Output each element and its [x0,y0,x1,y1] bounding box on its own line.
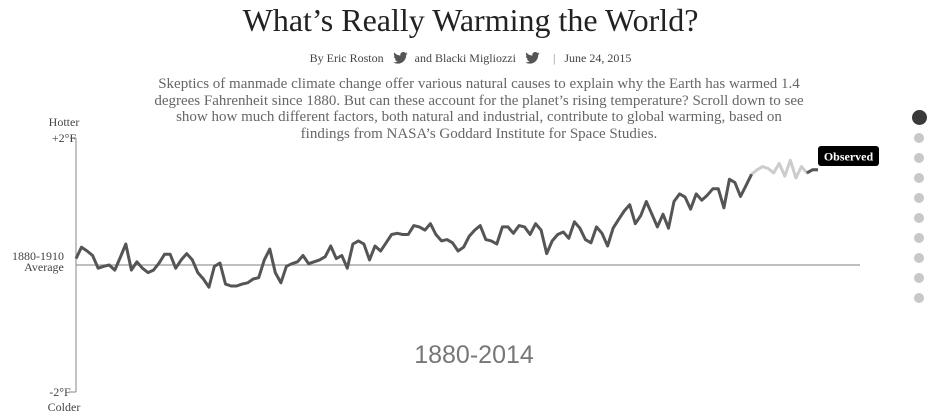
y-label-bottom-value: -2°F [49,385,71,399]
byline-author-1: By Eric Roston [309,51,384,65]
nav-dot-2[interactable] [914,133,924,143]
nav-dot-6[interactable] [914,213,924,223]
observed-label: Observed [818,146,879,166]
y-label-baseline-years: 1880-1910 [12,249,64,263]
byline-separator: | [552,51,556,65]
nav-dot-10[interactable] [914,293,924,303]
observed-line-tail [806,168,818,175]
observed-label-bg [818,146,879,166]
nav-dot-8[interactable] [914,253,924,263]
y-label-top-value: +2°F [52,131,77,145]
byline-author-2: and Blacki Migliozzi [414,51,516,65]
nav-dot-5[interactable] [914,193,924,203]
observed-series [74,158,818,289]
y-label-colder: Colder [48,400,81,414]
page-title: What’s Really Warming the World? [242,2,699,38]
observed-line [74,173,753,289]
period-label: 1880-2014 [414,341,534,369]
y-label-hotter: Hotter [49,115,80,129]
twitter-icon[interactable] [392,51,408,68]
nav-dot-7[interactable] [914,233,924,243]
y-label-baseline-average: Average [24,260,64,274]
publish-date: June 24, 2015 [564,51,632,65]
twitter-icon[interactable] [525,51,540,68]
observed-line-recent [750,158,818,180]
nav-dot-4[interactable] [914,173,924,183]
nav-dot-9[interactable] [914,273,924,283]
nav-dot-3[interactable] [914,153,924,163]
intro-paragraph: Skeptics of manmade climate change offer… [154,76,804,142]
observed-label-text: Observed [824,150,874,164]
byline: By Eric Roston and Blacki Migliozzi | Ju… [0,51,941,68]
section-nav [912,110,927,313]
nav-dot-1[interactable] [912,110,927,125]
